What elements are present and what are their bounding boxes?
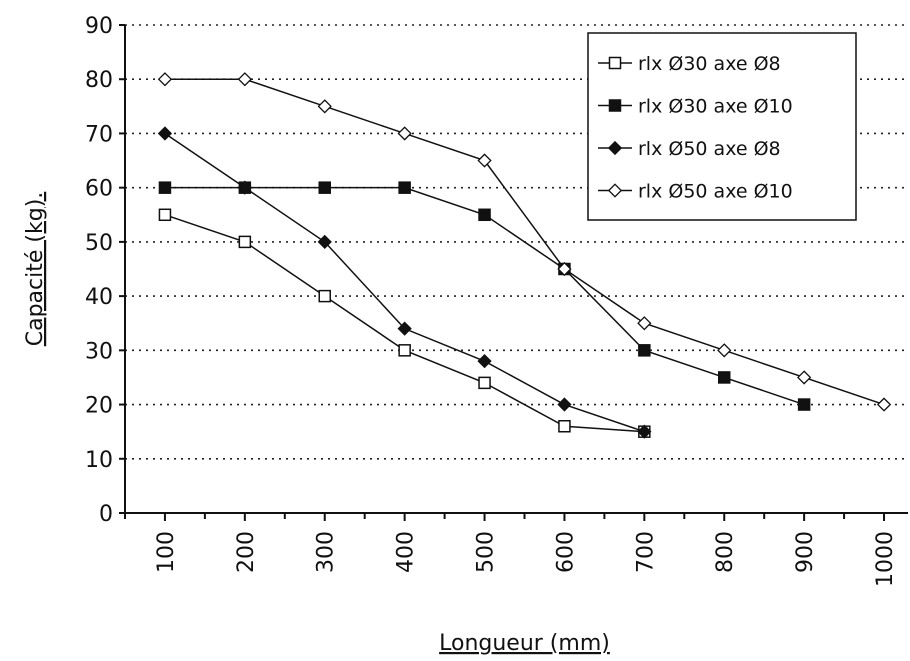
data-point xyxy=(477,354,492,369)
legend-marker xyxy=(607,140,623,156)
data-point xyxy=(317,99,332,114)
legend: rlx Ø30 axe Ø8 rlx Ø30 axe Ø10 rlx Ø50 axe… xyxy=(587,32,857,221)
x-tick-label: 400 xyxy=(394,531,419,573)
series-group xyxy=(157,72,892,439)
series-line xyxy=(164,78,885,406)
data-point xyxy=(157,126,173,141)
data-point xyxy=(398,344,411,357)
data-point xyxy=(238,235,252,249)
data-point xyxy=(638,344,651,357)
data-point xyxy=(477,153,492,168)
legend-label: rlx Ø30 axe Ø8 xyxy=(638,53,781,75)
data-point xyxy=(557,261,572,277)
y-tick-label: 60 xyxy=(85,177,113,202)
legend-label: rlx Ø30 axe Ø10 xyxy=(638,96,793,118)
x-tick-label: 100 xyxy=(154,531,179,573)
data-point xyxy=(478,376,491,390)
x-tick-label: 300 xyxy=(314,531,339,573)
x-axis-ticks: 100 200 300 400 500 600 700 800 900 1000 xyxy=(124,513,898,587)
legend-marker xyxy=(608,99,622,112)
data-point xyxy=(237,180,252,195)
data-point xyxy=(797,370,812,385)
data-point xyxy=(717,371,731,384)
legend-marker xyxy=(608,56,622,70)
data-point xyxy=(876,397,892,412)
data-point xyxy=(717,343,732,358)
y-axis-title: Capacité (kg). xyxy=(23,192,48,347)
data-point xyxy=(478,208,491,222)
x-axis-title: Longueur (mm) xyxy=(439,631,610,656)
y-tick-label: 40 xyxy=(85,285,113,310)
data-point xyxy=(397,321,412,336)
x-tick-label: 200 xyxy=(234,531,259,573)
series-3 xyxy=(157,126,652,439)
data-point xyxy=(397,126,412,141)
y-tick-label: 80 xyxy=(85,68,113,93)
x-tick-label: 700 xyxy=(633,531,658,573)
data-point xyxy=(158,208,172,222)
y-tick-label: 50 xyxy=(85,231,113,256)
data-point xyxy=(558,419,571,433)
series-line xyxy=(164,132,645,433)
y-tick-label: 90 xyxy=(85,14,113,39)
data-point xyxy=(557,397,572,412)
data-point xyxy=(797,398,811,411)
x-tick-label: 600 xyxy=(553,531,578,573)
legend-box xyxy=(587,32,857,221)
data-point xyxy=(637,424,652,439)
y-tick-label: 10 xyxy=(85,448,113,473)
x-tick-label: 500 xyxy=(474,531,499,573)
legend-marker xyxy=(607,183,623,198)
y-tick-label: 20 xyxy=(85,394,113,419)
legend-label: rlx Ø50 axe Ø8 xyxy=(638,138,781,160)
data-point xyxy=(158,181,172,194)
y-tick-label: 30 xyxy=(85,339,113,364)
y-tick-label: 0 xyxy=(99,502,113,527)
y-tick-label: 70 xyxy=(85,122,113,147)
data-point xyxy=(317,234,332,250)
legend-item: rlx Ø30 axe Ø8 xyxy=(598,53,781,75)
data-point xyxy=(157,72,173,87)
data-point xyxy=(398,181,411,194)
data-point xyxy=(318,289,331,303)
y-axis-ticks: 0 10 20 30 40 50 60 70 80 90 xyxy=(85,14,125,527)
data-point xyxy=(318,181,331,194)
x-tick-label: 900 xyxy=(793,531,818,573)
x-tick-label: 800 xyxy=(713,531,738,573)
x-tick-label: 1000 xyxy=(873,531,898,587)
series-4 xyxy=(157,72,892,412)
data-point xyxy=(237,72,252,87)
axes xyxy=(124,25,908,514)
legend-item: rlx Ø30 axe Ø10 xyxy=(598,96,793,118)
legend-item: rlx Ø50 axe Ø8 xyxy=(598,138,781,160)
legend-item: rlx Ø50 axe Ø10 xyxy=(598,181,793,203)
data-point xyxy=(637,316,652,331)
legend-label: rlx Ø50 axe Ø10 xyxy=(638,181,793,203)
